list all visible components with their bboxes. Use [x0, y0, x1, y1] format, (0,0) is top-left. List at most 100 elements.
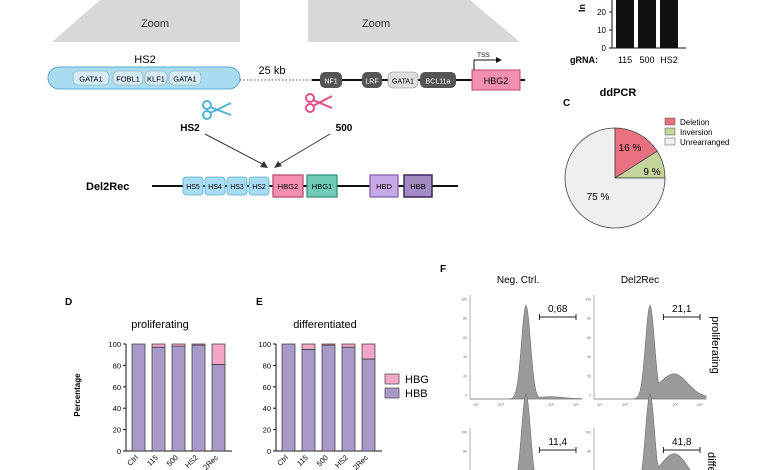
panel-d-letter: D	[65, 297, 72, 308]
tss-arrowhead	[496, 57, 502, 63]
hs2-motif-label: GATA1	[79, 75, 102, 84]
panel-c-letter: C	[563, 98, 570, 109]
panel-f: F Neg. Ctrl. Del2Rec proliferating diffe…	[440, 264, 721, 470]
ytick-label: 0	[267, 447, 271, 456]
panel-e-letter: E	[256, 297, 263, 308]
promoter-motifs: NF1 LRF GATA1 BCL11a	[320, 71, 456, 89]
cut-site-hs2-label: HS2	[180, 123, 200, 134]
ytick-label: 0	[117, 447, 121, 456]
xtick-label: 2Rec	[351, 453, 370, 470]
locus-box-label: HBB	[410, 182, 425, 191]
histo-distribution	[517, 393, 535, 470]
locus-hs5	[182, 176, 204, 196]
locus-hs4	[204, 176, 226, 196]
ytick-label: 80	[113, 361, 121, 370]
panel-b-xtick: 500	[639, 55, 654, 65]
legend-swatch-hbg	[384, 373, 400, 385]
bar-hbg-500	[171, 343, 186, 347]
hbg2-gene-box	[471, 69, 521, 91]
bar-hbb-500	[171, 345, 186, 452]
promoter-motif-label: LRF	[365, 79, 378, 86]
pie-chart	[564, 127, 666, 229]
histo-xtick: 10°	[597, 402, 603, 407]
ytick-label: 40	[263, 404, 271, 413]
histo-ytick: 0	[589, 394, 591, 398]
panel-b-ytick: 10	[597, 26, 606, 35]
bar-hbg-hs2	[341, 343, 356, 348]
bar-hbg-2rec	[211, 343, 226, 365]
pie-label-deletion: 16 %	[619, 143, 642, 154]
histogram-3: 100 80 41,8	[585, 393, 701, 470]
promoter-motif-label: GATA1	[392, 79, 414, 86]
locus-box-label: HBD	[376, 182, 392, 191]
locus-hs2	[248, 176, 270, 196]
ytick-label: 60	[113, 383, 121, 392]
bar-hbb-ctrl	[281, 343, 296, 452]
hs2-motif-gata1-a	[72, 70, 110, 86]
zoom-right-shape	[308, 0, 520, 42]
histo-xtick: 10³	[548, 402, 554, 407]
ytick-label: 20	[113, 426, 121, 435]
histo-xtick: 10¹	[498, 402, 504, 407]
histo-ytick: 20	[463, 374, 467, 378]
xtick-label: 500	[165, 453, 180, 468]
bar-hbg-2rec	[361, 343, 376, 360]
motif-gata1	[387, 71, 419, 89]
promoter-motif-label: BCL11a	[426, 79, 451, 86]
bar-hbb-115	[151, 346, 166, 452]
ytick-label: 100	[108, 340, 121, 349]
xtick-label: Ctrl	[275, 453, 290, 468]
xtick-label: HS2	[333, 453, 350, 470]
panel-e-title: differentiated	[293, 319, 356, 331]
arrowhead-left	[260, 161, 268, 168]
arrowhead-right	[274, 161, 282, 168]
motif-nf1	[320, 72, 342, 88]
locus-hbb	[403, 174, 433, 198]
tss-arrow	[473, 59, 496, 70]
histo-ytick: 100	[461, 431, 467, 435]
legend-label-deletion: Deletion	[680, 118, 709, 127]
pie-slice-deletion	[614, 127, 658, 179]
pie-label-inversion: 9 %	[643, 167, 660, 178]
panel-e-legend: HBG HBB	[384, 373, 429, 400]
panel-c: C ddPCR 16 % 9 % 75 % Deletion Inversion…	[563, 87, 729, 229]
locus-box-label: HS5	[186, 184, 200, 191]
panel-f-letter: F	[440, 264, 446, 275]
legend-label-hbb: HBB	[405, 388, 428, 400]
locus-box-label: HBG1	[312, 182, 332, 191]
histo-ytick: 100	[585, 298, 591, 302]
zoom-left-label: Zoom	[141, 18, 169, 30]
histo-ytick: 60	[463, 336, 467, 340]
histo-distribution	[470, 304, 583, 400]
gate-value: 0,68	[548, 304, 568, 315]
bar-hbb-hs2	[191, 344, 206, 452]
ytick-label: 100	[258, 340, 271, 349]
ytick-label: 20	[263, 426, 271, 435]
histo-ytick: 100	[585, 431, 591, 435]
locus-hs3	[226, 176, 248, 196]
panel-f-col2: Del2Rec	[621, 275, 659, 286]
zoom-left-shape	[52, 0, 240, 42]
pie-label-unrearranged: 75 %	[587, 192, 610, 203]
histo-xtick: 10°	[473, 402, 479, 407]
legend-label-hbg: HBG	[405, 374, 429, 386]
hs2-motif-label: FOBL1	[116, 75, 140, 84]
panel-d-title: proliferating	[131, 319, 188, 331]
histo-ytick: 80	[463, 450, 467, 454]
histo-xtick: 10³	[672, 402, 678, 407]
histo-ytick: 60	[587, 336, 591, 340]
hs2-motif-klf1	[144, 70, 168, 86]
locus-box-label: HS2	[252, 184, 266, 191]
panel-b-ticks: 30 20 10 0	[597, 8, 612, 53]
histo-xtick: 10¹	[622, 402, 628, 407]
panel-a: Zoom Zoom HS2 GATA1 FOBL1 KLF1 GATA1 25 …	[47, 0, 525, 198]
pie-legend: Deletion Inversion Unrearranged	[664, 117, 729, 147]
hs2-motif-label: GATA1	[173, 75, 196, 84]
panel-d-ylabel: Percentage	[73, 373, 82, 417]
histo-distribution	[641, 393, 691, 470]
panel-b-xtick: HS2	[660, 55, 678, 65]
xtick-label: 115	[295, 453, 310, 468]
distance-label: 25 kb	[259, 65, 286, 77]
xtick-label: Ctrl	[125, 453, 140, 468]
xtick-label: HS2	[183, 453, 200, 470]
